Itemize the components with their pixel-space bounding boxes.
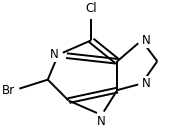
Text: N: N bbox=[142, 34, 150, 47]
Text: Cl: Cl bbox=[85, 2, 97, 15]
Text: N: N bbox=[97, 115, 106, 128]
Text: N: N bbox=[142, 77, 150, 90]
Text: N: N bbox=[49, 48, 58, 61]
Text: Br: Br bbox=[2, 84, 15, 97]
